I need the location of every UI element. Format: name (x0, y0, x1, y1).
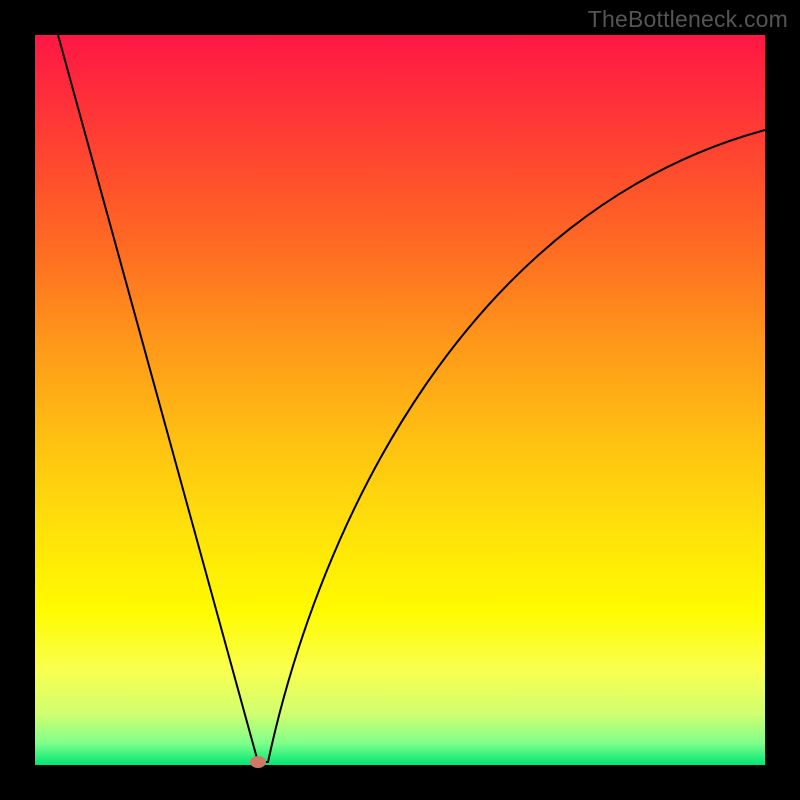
optimal-point-marker (250, 756, 266, 768)
bottleneck-curve (58, 35, 765, 762)
curve-layer (0, 0, 800, 800)
chart-frame: TheBottleneck.com (0, 0, 800, 800)
watermark-text: TheBottleneck.com (588, 6, 788, 33)
